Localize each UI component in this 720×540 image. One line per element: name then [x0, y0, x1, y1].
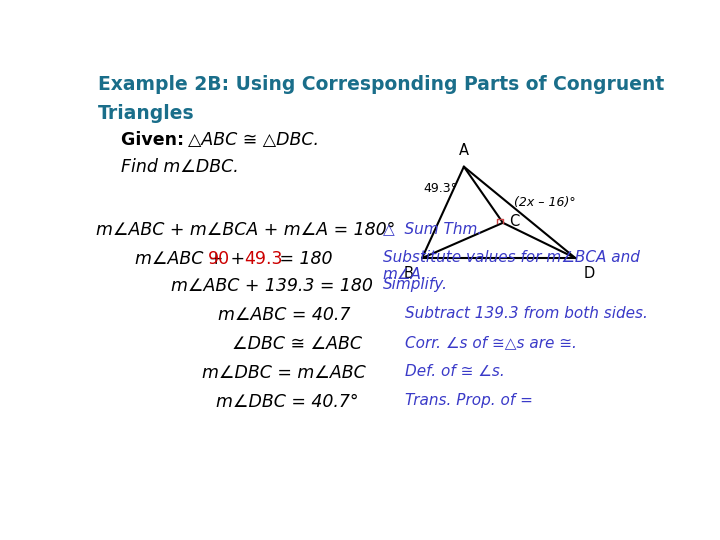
Text: Find m∠DBC.: Find m∠DBC. — [121, 158, 238, 177]
Text: △  Sum Thm.: △ Sum Thm. — [383, 221, 482, 236]
Text: m∠DBC = 40.7°: m∠DBC = 40.7° — [215, 393, 358, 411]
Text: △ABC ≅ △DBC.: △ABC ≅ △DBC. — [188, 131, 319, 150]
Text: = 180: = 180 — [274, 250, 333, 268]
Text: Example 2B: Using Corresponding Parts of Congruent: Example 2B: Using Corresponding Parts of… — [98, 75, 664, 94]
Text: D: D — [584, 266, 595, 281]
Text: m∠DBC = m∠ABC: m∠DBC = m∠ABC — [202, 364, 365, 382]
Text: ∠DBC ≅ ∠ABC: ∠DBC ≅ ∠ABC — [233, 335, 362, 353]
Text: 49.3°: 49.3° — [423, 183, 458, 195]
Text: Given:: Given: — [121, 131, 190, 150]
Text: (2x – 16)°: (2x – 16)° — [514, 197, 576, 210]
Text: C: C — [510, 214, 520, 228]
Text: 49.3: 49.3 — [244, 250, 283, 268]
Text: m∠ABC + 139.3 = 180: m∠ABC + 139.3 = 180 — [171, 277, 373, 295]
Text: m∠ABC +: m∠ABC + — [135, 250, 228, 268]
Text: Subtract 139.3 from both sides.: Subtract 139.3 from both sides. — [405, 306, 648, 321]
Text: A: A — [459, 143, 469, 158]
Text: Trans. Prop. of =: Trans. Prop. of = — [405, 393, 533, 408]
Text: Triangles: Triangles — [98, 104, 194, 123]
Text: B: B — [404, 266, 413, 281]
Text: 90: 90 — [207, 250, 230, 268]
Text: Simplify.: Simplify. — [383, 277, 448, 292]
Text: Substitute values for m∠BCA and
m∠A.: Substitute values for m∠BCA and m∠A. — [383, 250, 640, 282]
Text: m∠ABC = 40.7: m∠ABC = 40.7 — [218, 306, 351, 324]
Text: m∠ABC + m∠BCA + m∠A = 180°: m∠ABC + m∠BCA + m∠A = 180° — [96, 221, 395, 239]
Text: Def. of ≅ ∠s.: Def. of ≅ ∠s. — [405, 364, 505, 379]
Text: Corr. ∠s of ≅△s are ≅.: Corr. ∠s of ≅△s are ≅. — [405, 335, 577, 350]
Text: +: + — [225, 250, 250, 268]
